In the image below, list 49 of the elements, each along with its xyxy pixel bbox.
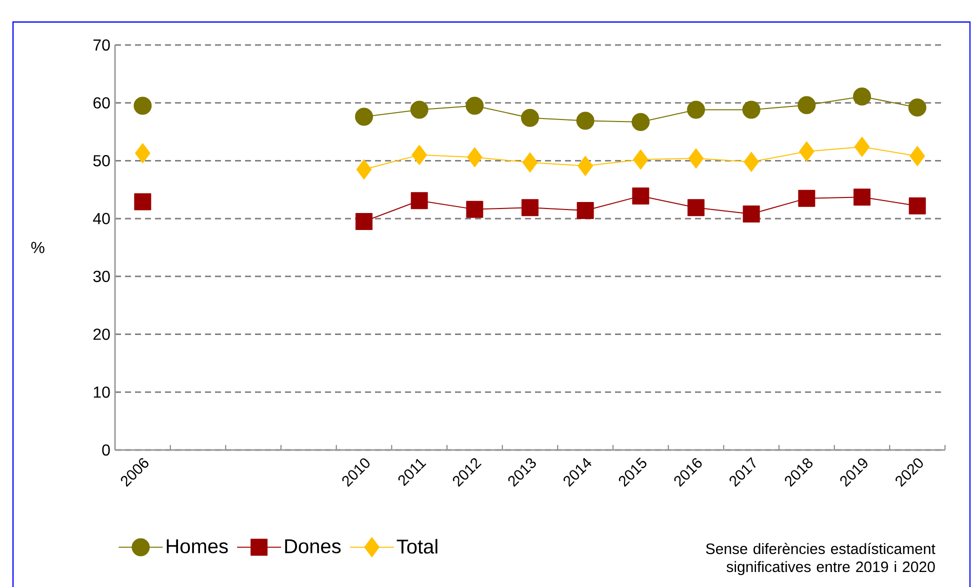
point [134, 193, 152, 210]
y-tick-label: 70 [93, 39, 110, 51]
point [910, 146, 925, 166]
point [742, 100, 760, 119]
point [134, 96, 152, 115]
point [798, 190, 816, 207]
point [688, 148, 704, 168]
point [854, 136, 870, 157]
legend-label: Total [396, 538, 438, 554]
y-tick-label: 0 [102, 444, 110, 456]
point [466, 200, 484, 218]
point [633, 150, 648, 170]
point [412, 144, 427, 165]
legend-label: Homes [166, 539, 228, 554]
y-axis-title: % [31, 242, 44, 254]
point [355, 108, 374, 126]
point [410, 192, 428, 210]
y-tick-label: 20 [93, 328, 110, 340]
y-tick-label: 40 [93, 212, 110, 224]
point [742, 205, 760, 222]
point [466, 96, 484, 115]
legend-label: Dones [285, 539, 341, 554]
y-tick-label: 30 [93, 270, 110, 282]
point [799, 141, 814, 162]
y-tick-label: 10 [94, 386, 110, 398]
point [522, 152, 538, 172]
point [135, 143, 150, 164]
point [688, 199, 705, 216]
point [576, 112, 594, 130]
point [410, 100, 428, 119]
point [744, 152, 759, 172]
point [467, 147, 482, 168]
point [632, 188, 650, 205]
point [687, 100, 706, 119]
point [356, 159, 372, 180]
y-tick-label: 60 [93, 97, 110, 109]
point [632, 112, 650, 131]
point [798, 96, 816, 114]
text: Sense diferències estadísticament significatives entre 2019 i 2020 [706, 542, 936, 576]
point [578, 156, 593, 176]
y-tick-label: 50 [93, 155, 110, 166]
point [908, 197, 926, 214]
point [854, 188, 871, 206]
point [521, 108, 540, 127]
point [356, 212, 373, 230]
point [522, 199, 539, 216]
point [908, 98, 926, 116]
point [853, 87, 872, 106]
point [576, 202, 594, 219]
